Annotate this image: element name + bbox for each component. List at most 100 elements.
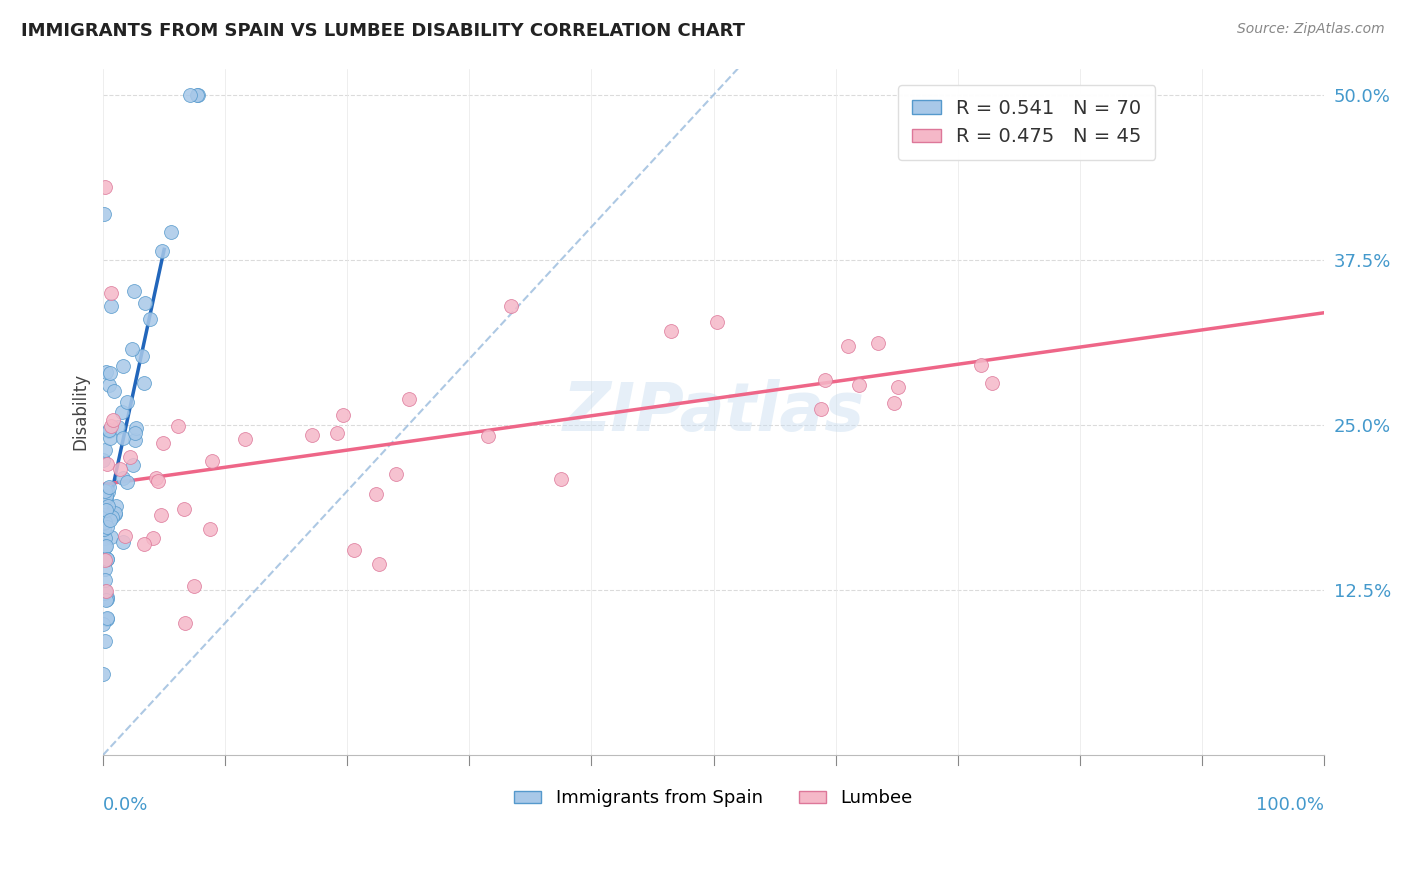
Point xyxy=(97,484,120,499)
Point xyxy=(93,562,115,576)
Point xyxy=(146,474,169,488)
Point xyxy=(93,617,115,632)
Point xyxy=(398,392,420,406)
Text: ZIPatlas: ZIPatlas xyxy=(562,379,865,445)
Point xyxy=(132,537,155,551)
Point xyxy=(93,453,115,467)
Point xyxy=(367,558,389,572)
Point xyxy=(145,471,167,485)
Point xyxy=(93,522,115,536)
Point xyxy=(118,450,141,464)
Point xyxy=(100,530,122,544)
Point xyxy=(93,516,115,531)
Point xyxy=(183,579,205,593)
Point xyxy=(100,419,122,434)
Point xyxy=(94,634,117,648)
Point xyxy=(970,358,993,372)
Point xyxy=(93,585,115,599)
Point xyxy=(186,87,208,102)
Point xyxy=(94,592,117,607)
Point xyxy=(117,475,139,490)
Point xyxy=(167,418,190,433)
Point xyxy=(94,442,117,457)
Point xyxy=(152,436,174,450)
Point xyxy=(94,532,117,546)
Point xyxy=(173,502,195,516)
Point xyxy=(93,508,115,523)
Point xyxy=(93,574,115,588)
Text: IMMIGRANTS FROM SPAIN VS LUMBEE DISABILITY CORRELATION CHART: IMMIGRANTS FROM SPAIN VS LUMBEE DISABILI… xyxy=(21,22,745,40)
Point xyxy=(883,396,905,410)
Point xyxy=(97,480,120,494)
Y-axis label: Disability: Disability xyxy=(72,373,89,450)
Point xyxy=(160,225,183,239)
Point xyxy=(94,487,117,501)
Point xyxy=(97,499,120,513)
Point xyxy=(301,427,323,442)
Point xyxy=(94,515,117,529)
Point xyxy=(98,378,121,392)
Point xyxy=(91,666,114,681)
Point xyxy=(96,552,118,566)
Point xyxy=(96,457,118,471)
Point xyxy=(111,359,134,374)
Point xyxy=(115,395,138,409)
Point xyxy=(100,299,122,313)
Point xyxy=(98,431,121,445)
Point xyxy=(131,350,153,364)
Point xyxy=(108,462,131,476)
Point xyxy=(96,520,118,534)
Point xyxy=(134,295,156,310)
Point xyxy=(142,531,165,545)
Point xyxy=(706,315,728,329)
Point xyxy=(96,591,118,606)
Point xyxy=(886,380,908,394)
Point xyxy=(187,87,209,102)
Point xyxy=(150,508,173,523)
Point xyxy=(325,426,347,441)
Text: 0.0%: 0.0% xyxy=(103,796,149,814)
Point xyxy=(94,180,117,194)
Point xyxy=(96,552,118,566)
Point xyxy=(139,312,162,326)
Point xyxy=(114,529,136,543)
Point xyxy=(94,365,117,379)
Point xyxy=(122,458,145,472)
Point xyxy=(200,522,222,536)
Point xyxy=(343,542,366,557)
Point xyxy=(96,591,118,605)
Point xyxy=(98,366,121,380)
Point xyxy=(94,583,117,598)
Point xyxy=(112,431,135,445)
Point xyxy=(96,540,118,554)
Point xyxy=(233,432,256,446)
Point xyxy=(96,491,118,505)
Point xyxy=(179,87,201,102)
Text: 100.0%: 100.0% xyxy=(1256,796,1324,814)
Point xyxy=(100,513,122,527)
Point xyxy=(814,373,837,387)
Point xyxy=(94,540,117,554)
Point xyxy=(94,583,117,598)
Point xyxy=(124,433,146,447)
Point xyxy=(105,499,128,513)
Point xyxy=(366,486,388,500)
Point xyxy=(93,207,115,221)
Point xyxy=(103,384,125,399)
Point xyxy=(101,413,124,427)
Point xyxy=(104,506,127,520)
Point xyxy=(332,409,354,423)
Point xyxy=(150,244,173,258)
Legend: Immigrants from Spain, Lumbee: Immigrants from Spain, Lumbee xyxy=(508,782,920,814)
Point xyxy=(100,285,122,300)
Point xyxy=(94,503,117,517)
Point xyxy=(121,342,143,356)
Point xyxy=(111,405,134,419)
Point xyxy=(659,324,682,338)
Point xyxy=(96,612,118,626)
Point xyxy=(111,534,134,549)
Point xyxy=(94,553,117,567)
Point xyxy=(112,471,135,485)
Point xyxy=(101,510,124,524)
Point xyxy=(97,423,120,437)
